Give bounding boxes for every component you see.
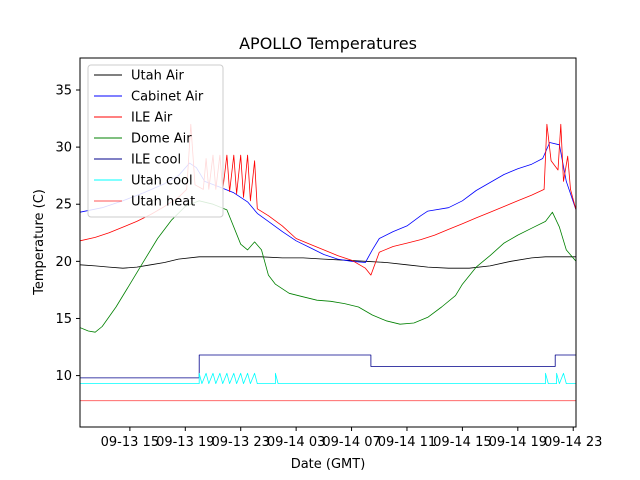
x-tick-label: 09-14 19	[489, 435, 547, 450]
legend-label-utah-heat: Utah heat	[131, 195, 195, 210]
y-tick-label: 10	[55, 369, 72, 384]
y-axis: 10 15 20 25 30 35	[55, 83, 80, 384]
x-tick-label: 09-13 19	[156, 435, 214, 450]
chart-title: APOLLO Temperatures	[239, 34, 417, 53]
x-tick-label: 09-13 15	[101, 435, 159, 450]
legend-label-dome-air: Dome Air	[131, 132, 192, 147]
x-tick-label: 09-14 15	[433, 435, 491, 450]
y-tick-label: 20	[55, 255, 72, 270]
y-axis-label: Temperature (C)	[32, 189, 47, 296]
series-line-dome-air	[80, 200, 576, 333]
x-tick-label: 09-14 11	[378, 435, 436, 450]
legend-label-utah-air: Utah Air	[131, 69, 184, 84]
x-tick-label: 09-14 07	[322, 435, 380, 450]
legend-label-ile-air: ILE Air	[131, 111, 173, 126]
y-tick-label: 25	[55, 198, 72, 213]
x-axis-label: Date (GMT)	[291, 457, 366, 472]
legend-label-utah-cool: Utah cool	[131, 174, 193, 189]
legend: Utah Air Cabinet Air ILE Air Dome Air ILE co…	[87, 64, 224, 218]
y-tick-label: 35	[55, 83, 72, 98]
x-tick-label: 09-14 23	[544, 435, 602, 450]
plot-frame	[79, 57, 577, 428]
x-tick-label: 09-14 03	[267, 435, 325, 450]
series-line-utah-cool	[80, 372, 576, 384]
y-tick-label: 15	[55, 312, 72, 327]
x-tick-label: 09-13 23	[211, 435, 269, 450]
y-tick-label: 30	[55, 141, 72, 156]
legend-box	[87, 64, 224, 218]
legend-label-ile-cool: ILE cool	[131, 153, 181, 168]
legend-label-cabinet-air: Cabinet Air	[131, 90, 204, 105]
series-line-utah-air	[80, 256, 576, 269]
